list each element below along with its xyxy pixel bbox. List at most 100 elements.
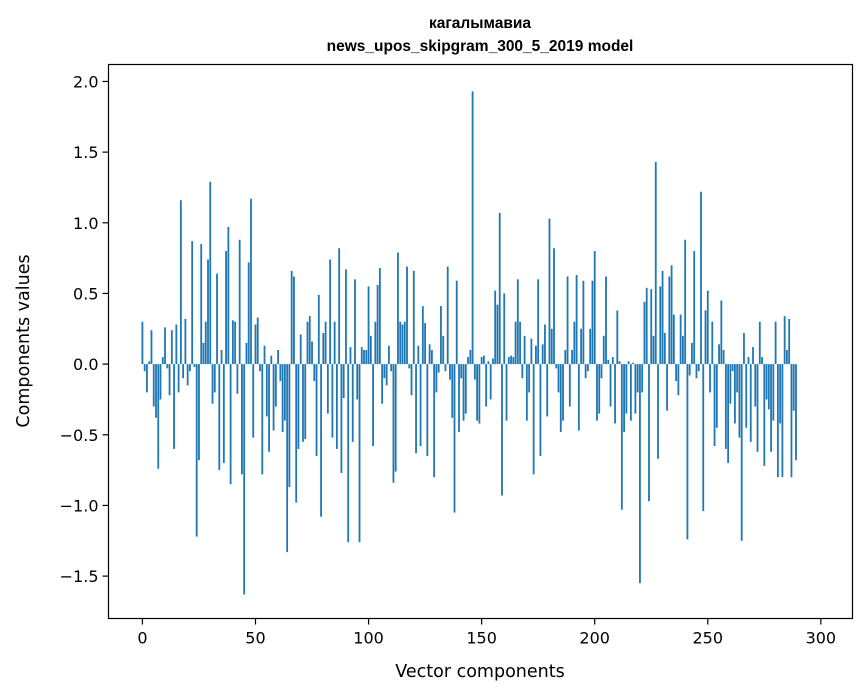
- bar: [657, 364, 659, 459]
- bar: [347, 364, 350, 543]
- bar: [254, 324, 257, 365]
- bar: [512, 357, 515, 365]
- bar: [609, 364, 612, 407]
- bar: [734, 364, 736, 424]
- bar: [786, 349, 788, 365]
- bar: [582, 280, 585, 365]
- bar: [679, 314, 682, 365]
- bars-group: [141, 91, 797, 595]
- y-tick-label: 2.0: [73, 72, 98, 91]
- bar: [772, 364, 775, 421]
- bar: [175, 324, 178, 365]
- bar: [722, 349, 725, 365]
- bar: [498, 212, 501, 365]
- bar: [313, 364, 316, 382]
- bar: [485, 364, 488, 407]
- bar: [761, 357, 763, 365]
- bar: [216, 273, 218, 365]
- bar: [451, 364, 454, 418]
- bar: [272, 364, 275, 431]
- bar: [222, 364, 225, 464]
- bar: [668, 276, 671, 365]
- bar: [349, 347, 352, 365]
- y-tick-label: −0.5: [60, 426, 99, 445]
- bar: [648, 364, 650, 502]
- bar: [146, 364, 148, 393]
- bar: [225, 251, 227, 365]
- bar: [148, 361, 151, 365]
- bar: [752, 347, 754, 365]
- bar: [507, 357, 510, 365]
- bar: [632, 362, 635, 365]
- bar: [238, 239, 241, 365]
- bar: [670, 265, 673, 365]
- bar: [688, 364, 691, 376]
- y-axis: −1.5 −1.0 −0.5 0.0 0.5 1.0 1.5 2.0: [60, 72, 109, 586]
- bar: [164, 327, 166, 365]
- bar: [256, 317, 259, 365]
- bar: [354, 279, 356, 365]
- bar: [252, 364, 255, 438]
- bar: [557, 364, 560, 393]
- bar: [168, 364, 171, 396]
- bar: [417, 345, 420, 365]
- bar: [729, 364, 732, 404]
- bar: [295, 364, 298, 503]
- x-axis-label: Vector components: [395, 662, 564, 682]
- bar: [179, 200, 182, 365]
- bar: [575, 275, 578, 365]
- bar: [406, 266, 408, 365]
- bar: [440, 306, 442, 365]
- bar: [345, 269, 347, 365]
- bar: [412, 270, 415, 365]
- y-tick-label: 0.5: [73, 284, 98, 303]
- bar: [204, 321, 207, 365]
- bar: [550, 328, 553, 365]
- bar: [150, 330, 153, 365]
- bar: [189, 364, 191, 372]
- bar: [528, 364, 531, 393]
- x-tick-label: 250: [692, 629, 723, 648]
- bar: [184, 318, 187, 365]
- bar: [444, 364, 447, 372]
- bar: [754, 364, 757, 407]
- bar: [229, 364, 232, 485]
- bar: [207, 259, 209, 365]
- bar: [270, 355, 273, 365]
- bar: [268, 364, 270, 452]
- bar: [467, 357, 469, 365]
- bar: [639, 364, 641, 584]
- bar: [317, 294, 320, 365]
- x-tick-label: 100: [353, 629, 384, 648]
- bar: [781, 364, 784, 478]
- bar: [385, 364, 388, 386]
- bar: [191, 241, 194, 365]
- bar: [634, 364, 637, 414]
- bar: [320, 364, 322, 517]
- bar: [419, 364, 422, 447]
- bar: [297, 364, 300, 449]
- bar: [600, 364, 603, 379]
- bar: [749, 364, 752, 442]
- bar: [159, 364, 162, 400]
- bar: [363, 349, 365, 365]
- bar: [641, 364, 644, 393]
- bar: [738, 364, 741, 438]
- bar: [290, 270, 293, 365]
- bar: [706, 290, 709, 365]
- bar: [571, 349, 573, 365]
- y-tick-label: 1.0: [73, 214, 98, 233]
- bar: [302, 364, 304, 442]
- bar: [783, 316, 786, 365]
- bar: [573, 321, 576, 365]
- bar: [720, 300, 723, 365]
- bar: [152, 364, 155, 407]
- bar: [288, 364, 291, 488]
- bar: [193, 364, 196, 367]
- bar: [437, 364, 440, 373]
- bar: [568, 364, 571, 407]
- bar: [399, 321, 402, 365]
- bar: [340, 364, 343, 473]
- bar: [577, 364, 580, 431]
- bar: [704, 310, 707, 365]
